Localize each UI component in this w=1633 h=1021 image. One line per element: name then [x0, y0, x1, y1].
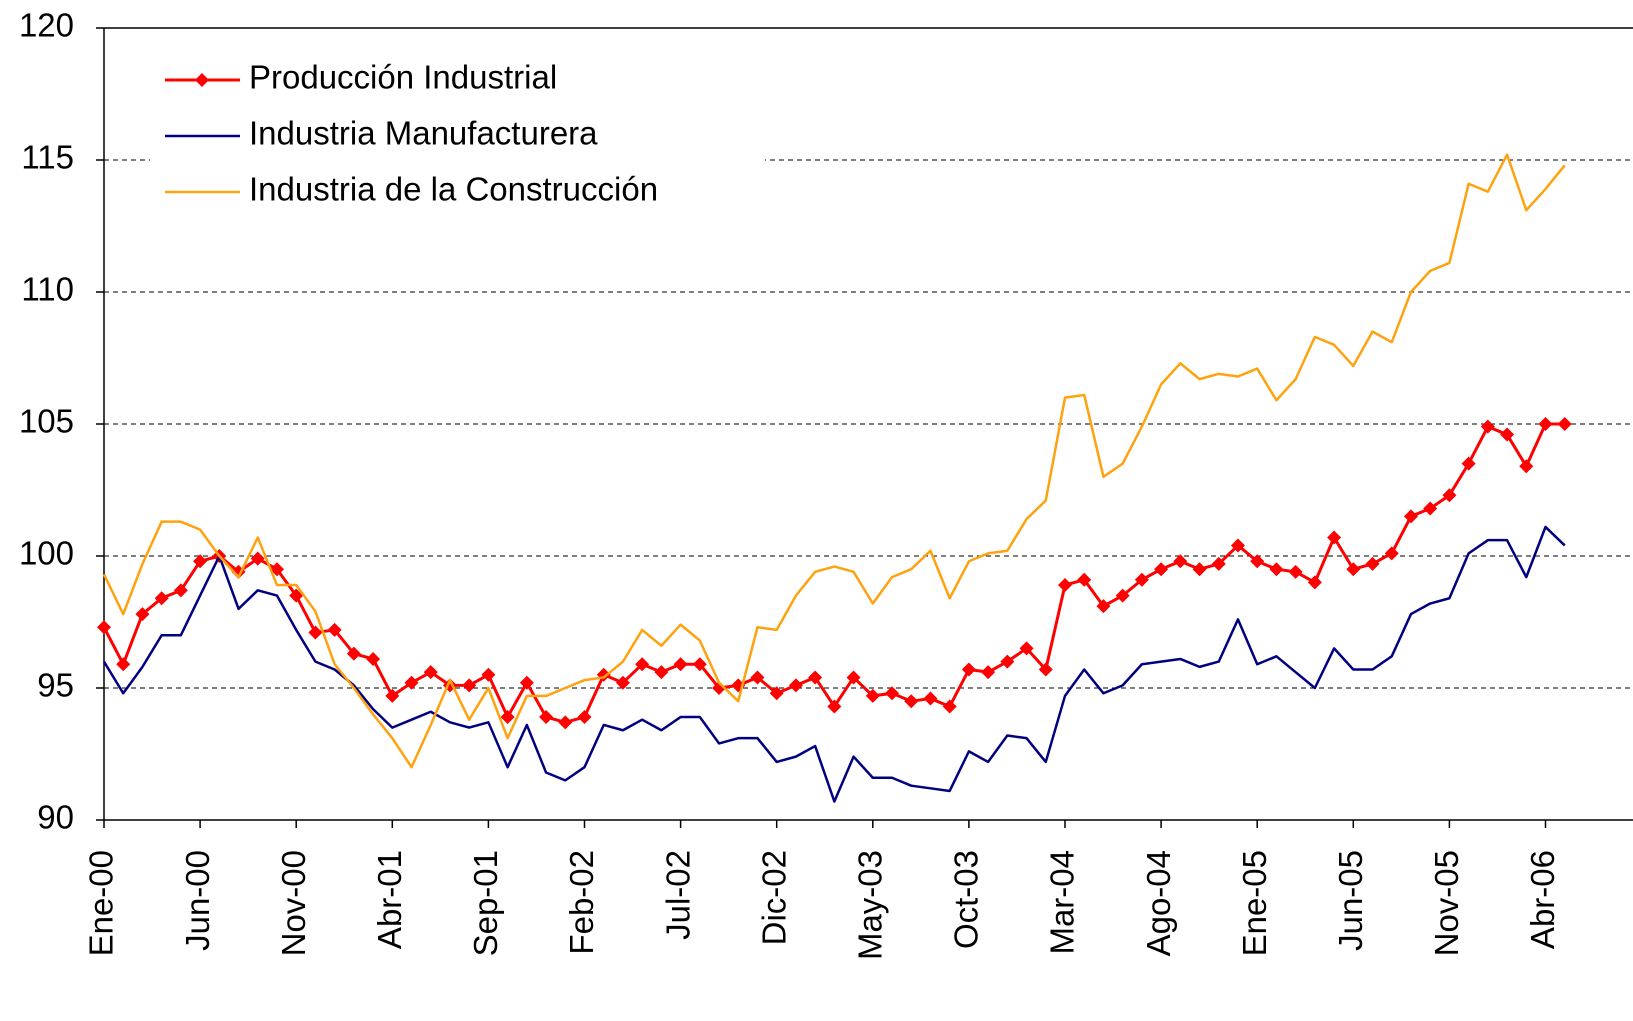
legend: Producción Industrial Industria Manufactu… [150, 50, 765, 220]
y-tick-label: 90 [37, 799, 74, 836]
y-tick-label: 120 [19, 7, 74, 44]
x-tick-label: Abr-06 [1524, 850, 1561, 949]
data-point [97, 620, 111, 634]
data-point [1346, 562, 1360, 576]
x-tick-label: Nov-00 [275, 850, 312, 956]
y-tick-label: 105 [19, 403, 74, 440]
legend-label: Industria de la Construcción [249, 171, 658, 208]
data-point [1289, 565, 1303, 579]
data-point [578, 710, 592, 724]
data-point [116, 657, 130, 671]
data-point [1269, 562, 1283, 576]
x-tick-label: Mar-04 [1044, 850, 1081, 955]
x-tick-label: Jun-05 [1332, 850, 1369, 951]
x-tick-label: Nov-05 [1428, 850, 1465, 956]
data-point [1500, 428, 1514, 442]
x-tick-label: Abr-01 [371, 850, 408, 949]
y-tick-label: 110 [21, 271, 74, 308]
data-point [789, 678, 803, 692]
data-point [654, 665, 668, 679]
data-point [1539, 417, 1553, 431]
y-tick-label: 95 [37, 667, 74, 704]
data-point [1058, 578, 1072, 592]
y-tick-label: 115 [21, 139, 74, 176]
x-tick-label: Oct-03 [948, 850, 985, 949]
chart: 90 95 100 105 110 115 120 Ene-00 Jun-00 Nov-00 Abr… [0, 0, 1633, 1021]
data-point [366, 652, 380, 666]
data-point [1558, 417, 1572, 431]
data-point [1193, 562, 1207, 576]
legend-label: Industria Manufacturera [249, 115, 598, 152]
x-tick-label: Feb-02 [563, 850, 600, 955]
series-line [104, 424, 1565, 722]
series-line [104, 155, 1565, 767]
data-point [923, 692, 937, 706]
data-point [462, 678, 476, 692]
x-tick-label: Ene-05 [1236, 850, 1273, 956]
data-point [962, 663, 976, 677]
data-point [1154, 562, 1168, 576]
x-tick-label: May-03 [852, 850, 889, 960]
data-point [1385, 546, 1399, 560]
series-line [104, 527, 1565, 802]
data-point [539, 710, 553, 724]
data-point [1462, 457, 1476, 471]
data-point [943, 699, 957, 713]
x-tick-label: Sep-01 [467, 850, 504, 956]
x-tick-label: Jul-02 [659, 850, 696, 940]
data-point [481, 668, 495, 682]
y-tick-label: 100 [19, 535, 74, 572]
data-point [1481, 420, 1495, 434]
data-point [981, 665, 995, 679]
data-point [1404, 509, 1418, 523]
data-point [1308, 575, 1322, 589]
x-tick-label: Dic-02 [755, 850, 792, 945]
data-point [674, 657, 688, 671]
x-tick-label: Jun-00 [179, 850, 216, 951]
data-point [1519, 459, 1533, 473]
legend-label: Producción Industrial [249, 59, 557, 96]
data-point [904, 694, 918, 708]
data-point [558, 715, 572, 729]
x-tick-label: Ago-04 [1140, 850, 1177, 956]
data-point [1366, 557, 1380, 571]
x-tick-label: Ene-00 [83, 850, 120, 956]
data-point [1327, 531, 1341, 545]
